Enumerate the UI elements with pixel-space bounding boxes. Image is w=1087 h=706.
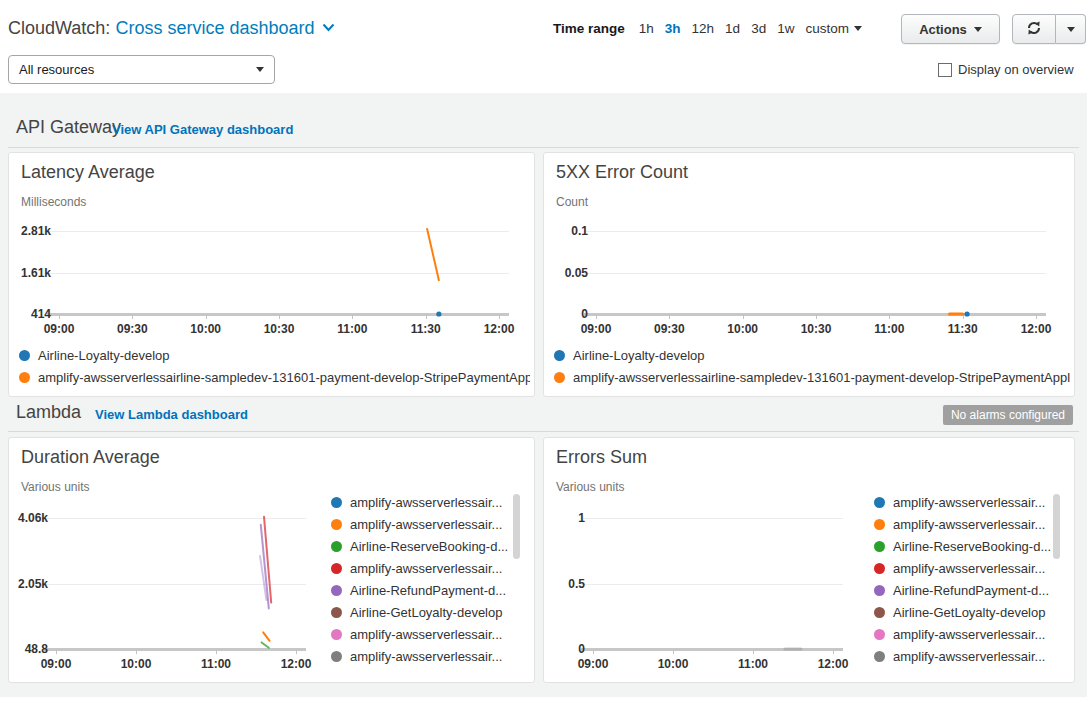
time-range-1w[interactable]: 1w: [777, 21, 794, 36]
refresh-button[interactable]: [1012, 14, 1056, 44]
actions-button[interactable]: Actions: [901, 14, 1000, 44]
chart-panel-duration-average: Duration Average Various units amplify-a…: [8, 437, 535, 683]
time-range-12h[interactable]: 12h: [692, 21, 715, 36]
time-range-1h[interactable]: 1h: [639, 21, 654, 36]
resource-filter-value: All resources: [19, 62, 94, 77]
view-lambda-dashboard-link[interactable]: View Lambda dashboard: [95, 407, 248, 422]
refresh-icon: [1026, 20, 1042, 39]
chart-panel-errors-sum: Errors Sum Various units amplify-awsserv…: [543, 437, 1075, 683]
time-range-3d[interactable]: 3d: [751, 21, 766, 36]
chart-plot-area[interactable]: [9, 153, 534, 396]
caret-down-icon: [256, 67, 264, 72]
display-overview-label: Display on overview: [958, 62, 1074, 77]
time-range-label: Time range: [553, 21, 625, 36]
app-title: CloudWatch:: [8, 18, 110, 38]
resource-filter-select[interactable]: All resources: [8, 55, 275, 84]
section-title-lambda: Lambda: [16, 402, 81, 423]
section-title-api-gateway: API Gateway: [16, 117, 121, 138]
chart-plot-area[interactable]: [9, 438, 534, 682]
view-api-gateway-dashboard-link[interactable]: View API Gateway dashboard: [112, 122, 293, 137]
display-overview-checkbox[interactable]: [938, 63, 952, 77]
display-overview-row: Display on overview: [938, 62, 1074, 77]
caret-down-icon: [1067, 27, 1075, 32]
chart-plot-area[interactable]: [544, 153, 1074, 396]
time-range-group: Time range 1h 3h 12h 1d 3d 1w custom: [553, 21, 862, 36]
no-alarms-badge: No alarms configured: [943, 405, 1073, 425]
time-range-3h[interactable]: 3h: [665, 21, 681, 36]
time-range-1d[interactable]: 1d: [725, 21, 740, 36]
caret-down-icon: [974, 27, 982, 32]
chevron-down-icon[interactable]: [322, 16, 335, 36]
chart-plot-area[interactable]: [544, 438, 1074, 682]
chart-panel-latency-average: Latency Average Milliseconds Airline-Loy…: [8, 152, 535, 397]
time-range-custom[interactable]: custom: [805, 21, 862, 36]
refresh-button-group: [1012, 14, 1086, 44]
section-divider: [8, 431, 1079, 432]
refresh-options-button[interactable]: [1056, 14, 1086, 44]
dashboard-title-link[interactable]: Cross service dashboard: [115, 18, 314, 38]
page-title: CloudWatch: Cross service dashboard: [8, 16, 335, 39]
chart-panel-5xx-error-count: 5XX Error Count Count Airline-Loyalty-de…: [543, 152, 1075, 397]
caret-down-icon: [854, 26, 862, 31]
section-divider: [8, 147, 1079, 148]
